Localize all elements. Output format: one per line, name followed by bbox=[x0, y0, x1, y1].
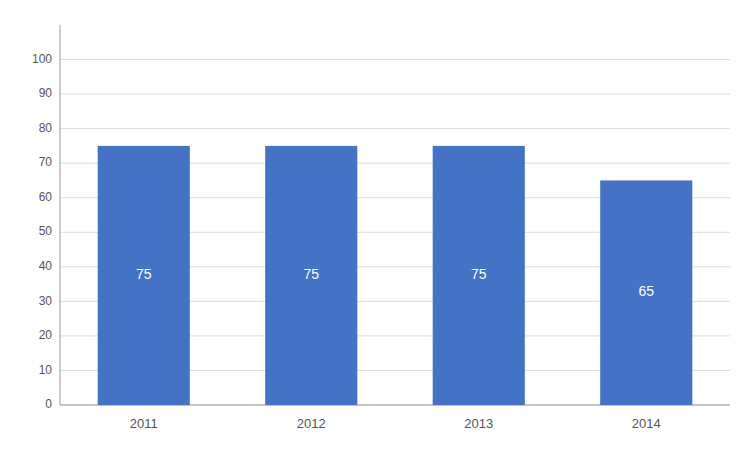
grid-line bbox=[60, 128, 730, 129]
bar bbox=[600, 180, 692, 405]
y-tick-label: 0 bbox=[45, 397, 52, 411]
y-tick-label: 30 bbox=[39, 294, 53, 308]
y-tick-label: 100 bbox=[32, 52, 52, 66]
y-tick-label: 90 bbox=[39, 86, 53, 100]
y-tick-labels: 0 10 20 30 40 50 60 70 80 90 100 bbox=[32, 52, 52, 411]
grid-line bbox=[60, 94, 730, 95]
data-label: 75 bbox=[471, 266, 487, 282]
bars bbox=[98, 146, 693, 405]
y-axis-line bbox=[60, 25, 61, 405]
y-tick-label: 40 bbox=[39, 259, 53, 273]
data-label: 75 bbox=[136, 266, 152, 282]
bar bbox=[265, 146, 357, 405]
y-tick-label: 80 bbox=[39, 121, 53, 135]
x-tick-label: 2012 bbox=[297, 416, 326, 431]
data-label: 65 bbox=[638, 283, 654, 299]
y-tick-label: 70 bbox=[39, 155, 53, 169]
bar bbox=[433, 146, 525, 405]
x-tick-labels: 2011 2012 2013 2014 bbox=[130, 416, 661, 431]
grid-line bbox=[60, 59, 730, 60]
x-tick-label: 2011 bbox=[130, 416, 158, 431]
y-tick-label: 20 bbox=[39, 328, 53, 342]
x-tick-label: 2013 bbox=[464, 416, 493, 431]
data-labels: 75 75 75 65 bbox=[136, 266, 654, 299]
chart-container: 0102030405060708090100757575652011201220… bbox=[0, 0, 750, 450]
y-tick-label: 10 bbox=[39, 363, 53, 377]
chart-svg: 0102030405060708090100757575652011201220… bbox=[0, 0, 750, 450]
x-tick-label: 2014 bbox=[632, 416, 661, 431]
y-tick-label: 50 bbox=[39, 224, 53, 238]
bar bbox=[98, 146, 190, 405]
y-grid bbox=[60, 60, 730, 405]
y-tick-label: 60 bbox=[39, 190, 53, 204]
data-label: 75 bbox=[303, 266, 319, 282]
